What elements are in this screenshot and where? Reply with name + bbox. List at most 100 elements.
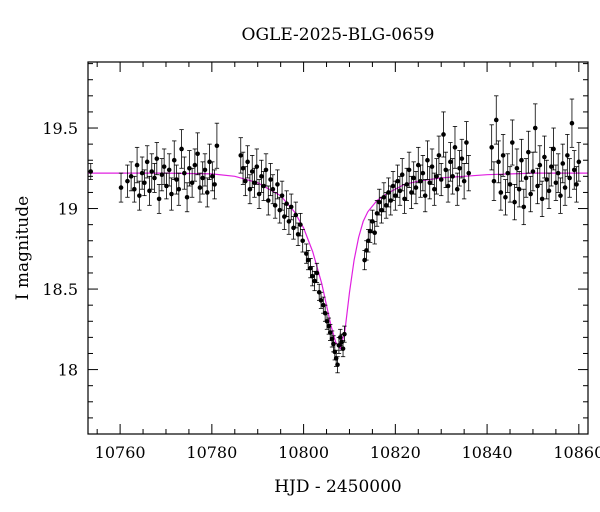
data-point <box>553 164 559 201</box>
data-point <box>526 130 531 174</box>
data-point <box>245 145 250 179</box>
data-point <box>443 151 449 189</box>
data-point <box>544 159 550 200</box>
data-point <box>397 175 403 206</box>
data-point <box>279 180 285 211</box>
data-point <box>395 164 400 198</box>
data-point <box>418 164 423 198</box>
data-point <box>514 148 520 189</box>
data-point <box>569 98 575 148</box>
data-point <box>295 222 301 246</box>
data-point <box>411 161 416 195</box>
data-point <box>454 172 460 206</box>
data-point <box>142 169 147 197</box>
data-point <box>551 127 556 171</box>
data-point <box>500 134 506 177</box>
data-point <box>207 143 212 180</box>
data-point <box>376 188 382 216</box>
x-tick-label: 10800 <box>278 443 329 462</box>
data-point <box>268 163 273 197</box>
data-point <box>562 169 568 206</box>
y-tick-label: 19 <box>58 200 78 219</box>
data-point <box>441 111 446 158</box>
data-point <box>425 140 430 180</box>
data-point <box>523 158 529 198</box>
data-point <box>503 179 508 216</box>
data-point <box>445 169 451 203</box>
data-point <box>459 138 465 179</box>
data-point <box>125 164 130 198</box>
data-point <box>139 156 145 190</box>
data-point <box>466 155 472 192</box>
data-point <box>571 150 577 190</box>
data-point <box>521 188 527 226</box>
data-point <box>187 150 192 187</box>
data-point <box>413 171 419 205</box>
data-point <box>422 179 428 213</box>
data-point <box>171 140 177 180</box>
data-point <box>204 177 210 208</box>
data-point <box>265 185 271 216</box>
data-point <box>427 166 433 200</box>
data-point <box>179 129 184 169</box>
data-point <box>238 137 244 174</box>
data-point <box>565 134 570 177</box>
data-point <box>528 175 533 213</box>
data-point <box>372 221 377 245</box>
data-point <box>154 142 160 176</box>
data-point <box>272 192 278 219</box>
data-point <box>496 140 501 184</box>
data-point <box>144 145 150 179</box>
data-point <box>166 153 172 187</box>
data-point <box>284 190 289 217</box>
data-point <box>252 167 257 198</box>
x-tick-label: 10820 <box>370 443 421 462</box>
data-point <box>505 153 511 193</box>
data-point <box>184 182 190 213</box>
plot-area <box>88 95 588 374</box>
data-point <box>452 126 458 169</box>
data-point <box>149 153 155 190</box>
data-point <box>549 146 554 187</box>
x-tick-label: 10860 <box>553 443 600 462</box>
data-point <box>261 171 266 201</box>
data-point <box>169 177 174 211</box>
data-point <box>516 171 522 208</box>
data-point <box>560 143 566 184</box>
data-point <box>507 166 513 203</box>
axis-ticks: 10760 10780 10800 10820 10840 10860 18 18.5 19 19… <box>42 62 600 462</box>
data-point <box>137 180 142 211</box>
data-point <box>539 180 545 217</box>
data-point <box>200 161 205 195</box>
data-point <box>491 161 497 201</box>
data-point <box>438 163 444 197</box>
data-point <box>402 183 407 214</box>
data-point <box>574 166 579 203</box>
data-point <box>176 172 182 206</box>
data-point <box>243 166 248 197</box>
data-point <box>409 175 414 209</box>
data-point <box>335 356 340 374</box>
y-tick-label: 19.5 <box>42 119 78 138</box>
data-point <box>519 138 524 182</box>
data-point <box>259 159 264 193</box>
data-point <box>147 175 152 206</box>
data-point <box>128 161 134 192</box>
data-point <box>247 174 253 205</box>
data-point <box>156 183 162 214</box>
data-point <box>298 212 303 237</box>
data-point <box>195 132 200 176</box>
data-point <box>399 158 405 192</box>
data-point <box>555 153 561 193</box>
data-point <box>340 340 346 358</box>
data-point <box>365 229 371 253</box>
data-point <box>546 172 552 209</box>
data-point <box>436 135 442 176</box>
data-point <box>318 291 324 309</box>
data-point <box>182 156 187 190</box>
data-point <box>450 158 455 195</box>
y-tick-label: 18.5 <box>42 280 78 299</box>
data-point <box>197 172 203 203</box>
data-point <box>383 192 389 219</box>
